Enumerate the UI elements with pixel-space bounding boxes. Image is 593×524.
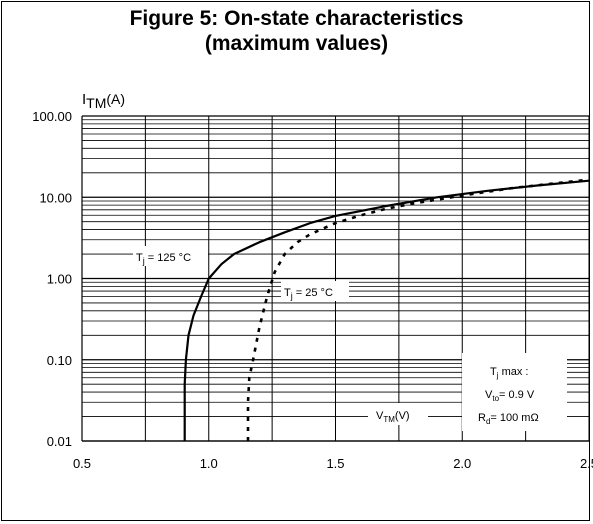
series-line-tj125 [183,179,590,441]
series-label-tj125: Tj = 125 °C [133,246,208,266]
chart-title-line-1: Figure 5: On-state characteristics [129,7,464,30]
x-axis-label-background [368,403,428,425]
svg-text:VTM(V): VTM(V) [376,410,410,424]
svg-text:Tj = 125 °C: Tj = 125 °C [136,252,191,266]
x-tick-label: 0.5 [73,456,91,471]
series-curves [183,178,590,441]
annotation-line-1: Tj max : [490,366,528,380]
x-tick-label: 2.0 [453,456,471,471]
series-label-tj25-background [281,281,349,301]
annotation-box-background [462,353,567,431]
x-tick-labels: 0.5 1.0 1.5 2.0 2.5 [73,456,593,471]
x-tick-label: 1.5 [326,456,344,471]
x-tick-label: 1.0 [200,456,218,471]
y-tick-label: 1.00 [47,272,72,287]
chart-title: Figure 5: On-state characteristics (maxi… [0,6,593,56]
y-tick-label: 100.00 [32,109,72,124]
y-tick-label: 0.01 [47,434,72,449]
svg-text:Tj = 25 °C: Tj = 25 °C [284,287,333,301]
series-line-tj25 [246,178,590,441]
series-label-tj25: Tj = 25 °C [281,281,349,301]
series-label-tj125-background [133,246,208,266]
chart-title-line-2: (maximum values) [204,32,389,55]
y-tick-labels: 100.00 10.00 1.00 0.10 0.01 [32,109,72,449]
y-axis-label: ITM(A) [82,91,125,111]
x-tick-label: 2.5 [580,456,593,471]
x-axis-label: VTM(V) [368,403,428,425]
annotation-box: Tj max : Vto= 0.9 V Rd= 100 mΩ [462,353,567,431]
y-tick-label: 10.00 [39,190,72,205]
annotation-line-2: Vto= 0.9 V [485,389,535,403]
annotation-line-3: Rd= 100 mΩ [478,412,539,426]
y-tick-label: 0.10 [47,353,72,368]
